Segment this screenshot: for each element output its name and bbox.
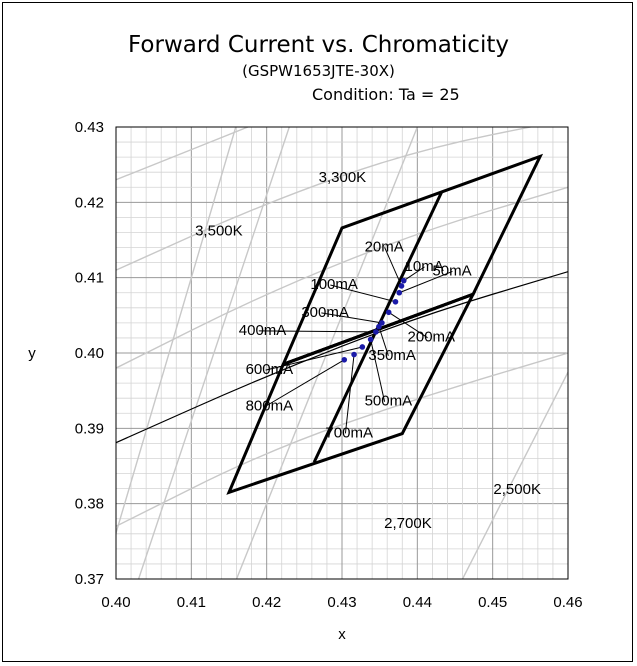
isotherm-line [461,370,568,579]
current-label: 500mA [365,393,413,410]
x-axis-label: x [338,626,346,643]
data-point-10mA [400,277,407,284]
x-tick-label: 0.40 [101,594,130,611]
current-label: 700mA [325,424,373,441]
isotherm-line [116,127,237,536]
leader-line [388,311,428,339]
data-point-700mA [351,351,357,358]
data-point-600mA [359,344,366,350]
y-tick-label: 0.43 [75,119,104,136]
leader-line [403,266,425,282]
current-label: 50mA [432,262,471,279]
chart-subtitle: (GSPW1653JTE-30X) [242,62,395,80]
x-tick-label: 0.46 [553,594,582,611]
leader-line [321,312,383,324]
current-label: 350mA [368,347,416,364]
y-tick-label: 0.40 [75,345,104,362]
iso-curve [116,186,568,369]
data-point-350mA [376,323,382,330]
leader-line [265,359,345,407]
current-label: 20mA [365,238,404,255]
leader-line [330,284,396,303]
data-point-800mA [341,356,348,363]
planckian-locus [116,271,568,444]
current-label: 800mA [246,397,294,414]
data-point-300mA [379,320,385,326]
current-label: 300mA [301,304,349,321]
cct-label: 3,500K [195,222,243,239]
data-point-400mA [373,329,379,335]
x-tick-label: 0.42 [252,594,281,611]
x-tick-label: 0.44 [403,594,432,611]
data-point-50mA [396,289,403,296]
data-point-200mA [385,309,392,316]
leader-line [344,354,355,434]
leader-line [399,270,453,294]
leader-line [384,247,402,287]
leader-lines-group [258,247,453,434]
cct-label: 2,500K [493,481,541,498]
cct-label: 3,300K [319,169,367,186]
y-tick-label: 0.39 [75,420,104,437]
leader-line [378,326,389,356]
data-point-20mA [398,283,405,289]
isotherm-line [137,127,290,579]
x-tick-label: 0.45 [478,594,507,611]
cct-label: 2,700K [384,515,432,532]
data-point-100mA [392,298,399,305]
leader-line [258,330,376,333]
leader-line [370,339,386,402]
y-tick-label: 0.37 [75,571,104,588]
plot-border [115,126,569,580]
isotherm-line [235,127,418,579]
iso-curve [116,127,534,271]
current-label: 600mA [246,361,294,378]
x-tick-label: 0.43 [327,594,356,611]
y-axis-label: y [28,345,36,362]
chart-title: Forward Current vs. Chromaticity [128,32,509,58]
y-tick-label: 0.41 [75,270,104,287]
leader-line [265,346,363,371]
data-point-500mA [367,336,374,343]
curves-group [116,127,568,579]
current-label: 400mA [239,322,287,339]
y-tick-label: 0.38 [75,496,104,513]
current-label: 100mA [310,276,358,293]
current-label: 10mA [405,258,444,275]
chart-condition: Condition: Ta = 25 [312,85,460,104]
y-tick-label: 0.42 [75,194,104,211]
x-tick-label: 0.41 [177,594,206,611]
iso-curve [116,127,250,181]
current-label: 200mA [408,329,456,346]
grid-group [116,127,568,579]
